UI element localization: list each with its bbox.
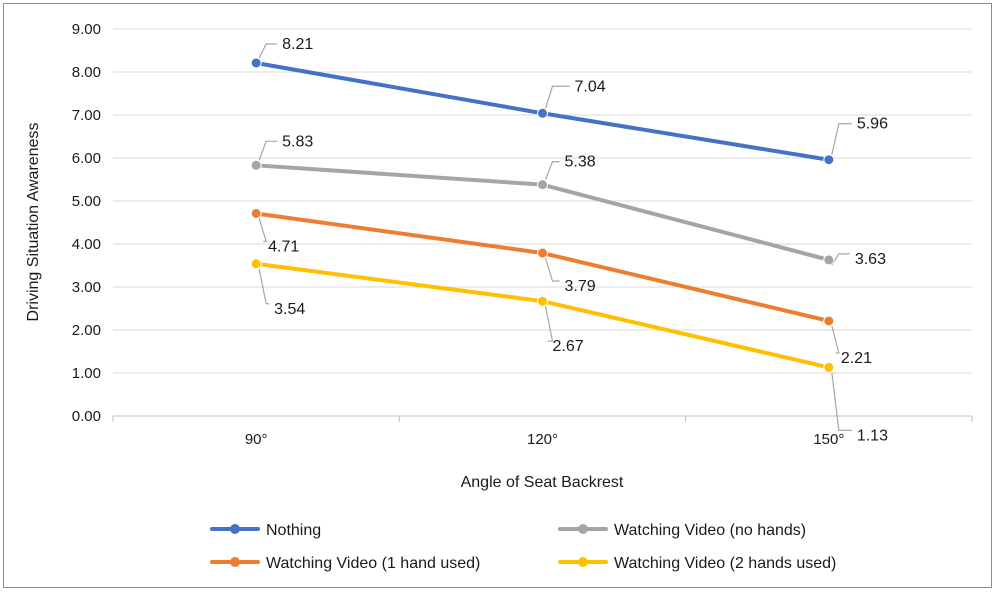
data-label: 3.54 <box>274 301 305 318</box>
label-leaders <box>258 43 852 432</box>
y-tick-label: 4.00 <box>72 236 101 253</box>
data-point <box>823 315 835 327</box>
data-point <box>250 207 262 219</box>
data-point <box>823 154 835 166</box>
y-tick-label: 1.00 <box>72 365 101 382</box>
legend-label: Watching Video (2 hands used) <box>614 555 836 572</box>
legend-marker <box>230 557 240 567</box>
data-point <box>537 247 548 259</box>
data-label: 2.21 <box>841 350 872 367</box>
x-tick-label: 90° <box>245 431 268 448</box>
label-leader <box>258 43 278 59</box>
data-label: 8.21 <box>282 36 313 53</box>
label-leader <box>831 253 850 266</box>
label-leader <box>831 372 852 432</box>
label-leader <box>831 325 840 354</box>
y-axis-ticks: 0.00 1.00 2.00 3.00 4.00 5.00 6.00 7.00 8.00 9.00 <box>72 21 101 425</box>
data-point <box>250 258 262 270</box>
y-tick-label: 0.00 <box>72 408 101 425</box>
label-leader <box>544 85 570 109</box>
y-tick-label: 2.00 <box>72 322 101 339</box>
y-tick-label: 9.00 <box>72 21 101 38</box>
data-label: 5.96 <box>857 116 888 133</box>
y-tick-label: 6.00 <box>72 150 101 167</box>
data-label: 4.71 <box>268 238 299 255</box>
data-label: 3.79 <box>565 278 596 295</box>
data-label: 7.04 <box>575 78 606 95</box>
label-leader <box>544 306 554 342</box>
y-tick-label: 5.00 <box>72 193 101 210</box>
data-label: 5.38 <box>565 154 596 171</box>
label-leader <box>544 161 560 180</box>
data-point <box>537 107 548 119</box>
legend-item: Watching Video (no hands) <box>558 522 806 539</box>
label-leader <box>544 257 560 282</box>
data-point <box>250 159 262 171</box>
label-leader <box>831 123 852 155</box>
x-tick-label: 150° <box>813 431 844 448</box>
y-axis-title: Driving Situation Awareness <box>25 123 42 322</box>
data-label: 2.67 <box>553 338 584 355</box>
legend-label: Watching Video (no hands) <box>614 522 806 539</box>
legend-marker <box>230 524 240 534</box>
legend-label: Watching Video (1 hand used) <box>266 555 480 572</box>
data-label: 5.83 <box>282 133 313 150</box>
legend-label: Nothing <box>266 522 321 539</box>
legend: Nothing Watching Video (no hands) Watching… <box>210 522 836 572</box>
y-tick-label: 8.00 <box>72 64 101 81</box>
data-label: 1.13 <box>857 427 888 444</box>
x-axis: 90° 120° 150° <box>112 416 973 448</box>
data-point <box>537 179 548 191</box>
label-leader <box>258 218 267 243</box>
series-points <box>250 57 835 373</box>
legend-item: Nothing <box>210 522 321 539</box>
x-tick-label: 120° <box>527 431 558 448</box>
data-point <box>250 57 262 69</box>
legend-marker <box>578 557 588 567</box>
legend-marker <box>578 524 588 534</box>
legend-item: Watching Video (1 hand used) <box>210 555 480 572</box>
legend-item: Watching Video (2 hands used) <box>558 555 836 572</box>
label-leader <box>258 140 278 161</box>
data-point <box>823 361 835 373</box>
x-axis-title: Angle of Seat Backrest <box>461 474 624 491</box>
data-labels: 8.21 7.04 5.96 5.83 5.38 3.63 4.71 3.79 2.21 3.54… <box>268 36 888 444</box>
y-tick-label: 7.00 <box>72 107 101 124</box>
data-point <box>823 254 835 266</box>
series-line <box>254 261 831 370</box>
data-point <box>537 295 548 307</box>
label-leader <box>258 268 270 305</box>
data-label: 3.63 <box>855 251 886 268</box>
y-tick-label: 3.00 <box>72 279 101 296</box>
